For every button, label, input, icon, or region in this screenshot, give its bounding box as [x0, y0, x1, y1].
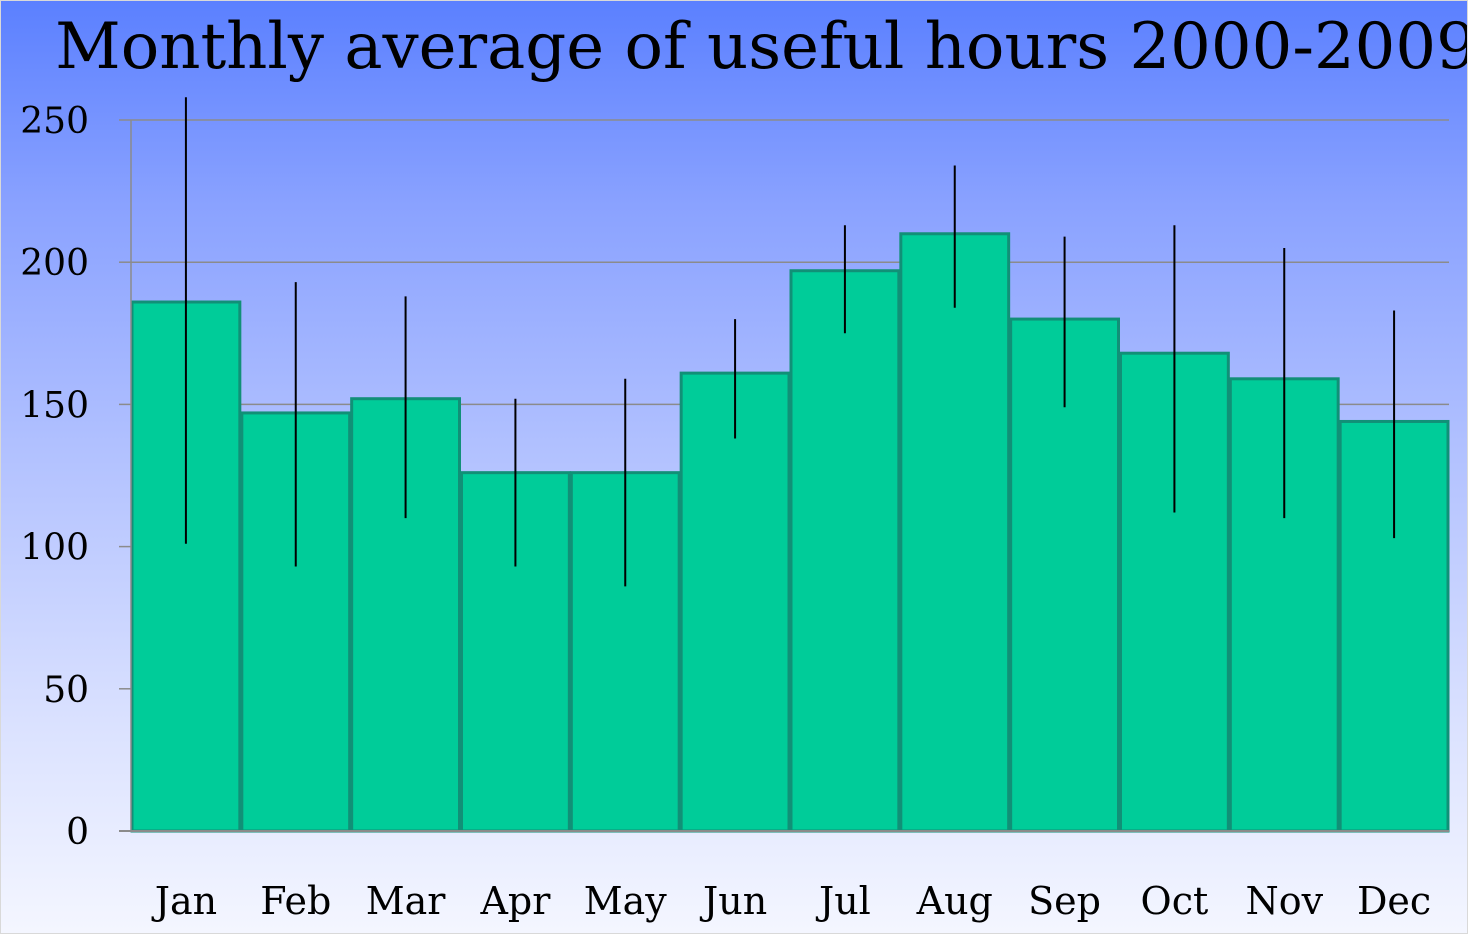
axes: [119, 119, 1449, 832]
y-tick-label: 100: [20, 528, 89, 569]
x-tick-label: Sep: [1028, 879, 1101, 923]
x-tick-label: Aug: [916, 879, 993, 923]
x-tick-label: Jul: [815, 879, 871, 923]
bar-aug: [899, 232, 1011, 833]
x-tick-label: May: [584, 879, 668, 923]
x-tick-label: Nov: [1245, 879, 1323, 923]
x-tick-label: Apr: [479, 879, 551, 923]
x-tick-label: Oct: [1141, 879, 1209, 923]
error-bars: [184, 97, 1396, 587]
x-tick-label: Dec: [1357, 879, 1431, 923]
x-tick-label: Mar: [366, 879, 447, 923]
y-tick-label: 0: [66, 812, 89, 853]
bar-jul: [789, 269, 901, 833]
y-tick-labels: 0 50 100 150 200 250: [20, 101, 89, 853]
x-tick-label: Jun: [699, 879, 767, 923]
y-tick-label: 250: [20, 101, 89, 142]
y-tick-label: 50: [43, 670, 89, 711]
bar-jun: [679, 371, 791, 833]
chart-title: Monthly average of useful hours 2000-200…: [55, 10, 1467, 84]
x-tick-label: Jan: [151, 879, 217, 923]
bars: [130, 232, 1450, 833]
y-tick-label: 200: [20, 243, 89, 284]
x-tick-label: Feb: [260, 879, 331, 923]
y-tick-label: 150: [20, 385, 89, 426]
x-tick-labels: Jan Feb Mar Apr May Jun Jul Aug Sep Oct Nov Dec: [151, 879, 1431, 923]
